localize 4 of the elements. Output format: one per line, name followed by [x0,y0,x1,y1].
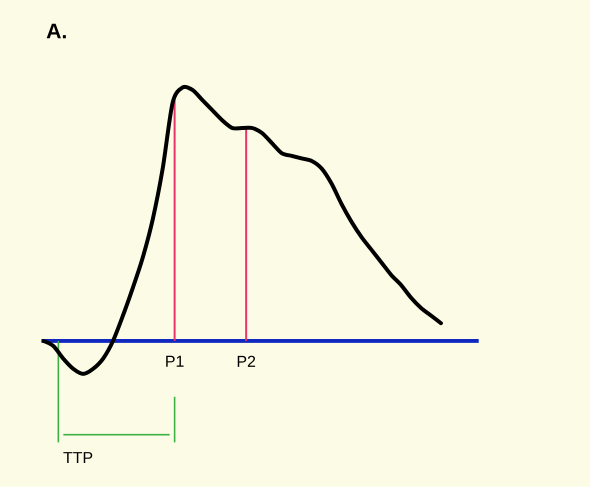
annotation: P2 [238,356,256,367]
chart-title: A. [46,24,66,38]
annotation: P1 [166,356,184,367]
text: TTP [63,452,92,464]
